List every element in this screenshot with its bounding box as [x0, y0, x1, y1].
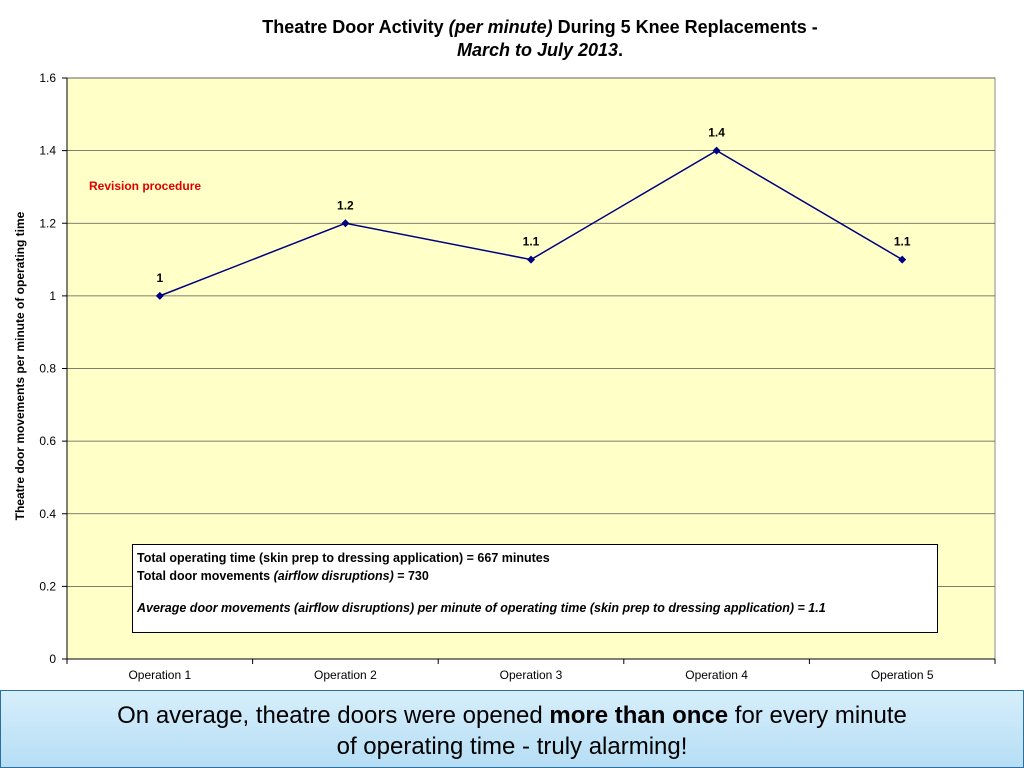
chart-title: Theatre Door Activity (per minute) Durin… — [140, 16, 940, 62]
info-line3-text: Average door movements (airflow disrupti… — [137, 601, 826, 615]
info-line2-c: = 730 — [393, 569, 429, 583]
data-label: 1.1 — [523, 235, 540, 249]
data-point — [898, 255, 907, 264]
data-point — [341, 219, 350, 228]
info-line2-b: (airflow disruptions) — [273, 569, 394, 583]
banner-bold: more than once — [549, 702, 729, 729]
banner-part1: On average, theatre doors were opened — [117, 702, 550, 729]
summary-banner: On average, theatre doors were opened mo… — [0, 690, 1024, 768]
info-line1: Total operating time (skin prep to dress… — [137, 551, 550, 565]
y-axis-label: Theatre door movements per minute of ope… — [13, 211, 27, 521]
y-tick-label: 0.4 — [39, 507, 56, 521]
data-label: 1.2 — [337, 198, 354, 212]
title-part1: Theatre Door Activity — [262, 17, 449, 37]
title-part3: During 5 Knee Replacements - — [552, 17, 818, 37]
x-tick-label: Operation 5 — [871, 668, 934, 682]
data-label: 1.4 — [708, 126, 725, 140]
y-tick-label: 0.6 — [39, 434, 56, 448]
data-label: 1 — [156, 271, 163, 285]
x-tick-label: Operation 1 — [128, 668, 191, 682]
banner-part2: for every minute — [728, 702, 907, 729]
data-point — [155, 291, 164, 300]
info-box: Total operating time (skin prep to dress… — [132, 544, 938, 633]
title-part2: (per minute) — [448, 17, 553, 37]
data-point — [712, 146, 721, 155]
x-tick-label: Operation 3 — [500, 668, 563, 682]
y-tick-label: 1.4 — [39, 144, 56, 158]
title-line2: March to July 2013 — [456, 40, 619, 60]
data-label: 1.1 — [894, 235, 911, 249]
x-tick-label: Operation 4 — [685, 668, 748, 682]
y-tick-label: 1.2 — [39, 216, 56, 230]
banner-line2: of operating time - truly alarming! — [336, 733, 688, 760]
info-line2-a: Total door movements — [137, 569, 274, 583]
y-tick-label: 1 — [49, 289, 56, 303]
info-line3: Average door movements (airflow disrupti… — [137, 599, 937, 617]
y-tick-label: 1.6 — [39, 71, 56, 85]
data-point — [527, 255, 535, 264]
y-tick-label: 0.8 — [39, 362, 56, 376]
title-line2-end: . — [618, 40, 624, 60]
x-tick-label: Operation 2 — [314, 668, 377, 682]
info-line2: Total door movements (airflow disruption… — [137, 567, 937, 585]
y-tick-label: 0 — [49, 652, 56, 666]
revision-annotation: Revision procedure — [89, 179, 202, 193]
y-tick-label: 0.2 — [39, 579, 56, 593]
